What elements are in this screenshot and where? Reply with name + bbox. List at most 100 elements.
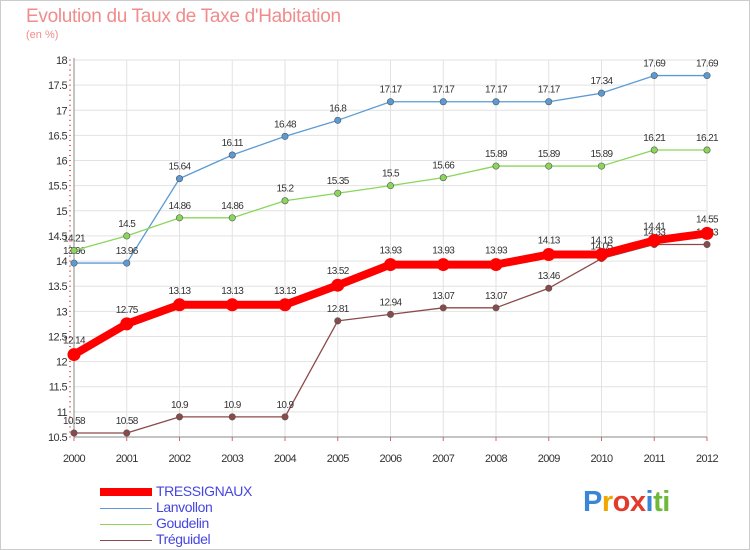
- data-label: 13.93: [379, 246, 402, 257]
- data-point: [595, 248, 608, 262]
- data-label: 17.34: [590, 76, 613, 87]
- line-chart: 10.5 11 11.5 12 12.5 13 13.5 14 14.5 15 15.5 16 16.5…: [48, 55, 720, 465]
- data-label: 10.58: [63, 416, 86, 427]
- data-point: [278, 298, 292, 312]
- data-label: 13.13: [221, 286, 244, 297]
- data-label: 16.8: [329, 103, 347, 114]
- data-point: [228, 413, 236, 421]
- data-point: [650, 72, 658, 80]
- data-point: [597, 89, 605, 97]
- x-tick-label: 2009: [538, 453, 561, 465]
- y-tick-label: 16.5: [48, 130, 67, 142]
- data-label: 13.46: [538, 271, 561, 282]
- data-label: 17.17: [432, 85, 455, 96]
- data-point: [70, 429, 78, 437]
- data-label: 12.75: [116, 305, 139, 316]
- x-tick-label: 2012: [696, 453, 719, 465]
- data-label: 14.13: [538, 236, 561, 247]
- data-label: 13.07: [485, 291, 508, 302]
- legend-label: TRESSIGNAUX: [156, 483, 252, 499]
- data-point: [647, 233, 661, 247]
- data-point: [334, 317, 342, 325]
- y-tick-label: 17: [56, 105, 68, 117]
- legend-label: Lanvollon: [156, 499, 213, 515]
- data-point: [123, 232, 131, 240]
- data-label: 15.89: [590, 149, 613, 160]
- data-label: 14.21: [63, 234, 86, 245]
- data-label: 15.66: [432, 161, 455, 172]
- y-tick-label: 13: [56, 306, 68, 318]
- data-label: 16.11: [222, 138, 244, 149]
- data-point: [492, 304, 500, 312]
- data-label: 13.13: [168, 286, 191, 297]
- x-tick-label: 2004: [274, 453, 297, 465]
- data-label: 17.17: [485, 85, 508, 96]
- data-point: [489, 258, 503, 272]
- data-point: [703, 72, 711, 80]
- data-label: 15.35: [327, 176, 350, 187]
- data-point: [700, 226, 714, 240]
- data-label: 14.5: [118, 219, 136, 230]
- data-point: [545, 98, 553, 106]
- data-label: 14.13: [590, 236, 613, 247]
- data-point: [67, 348, 81, 362]
- data-point: [70, 259, 78, 267]
- data-label: 14.41: [643, 221, 666, 232]
- y-tick-label: 14.5: [48, 231, 67, 243]
- y-tick-label: 13.5: [48, 281, 67, 293]
- data-label: 12.81: [327, 304, 350, 315]
- data-label: 10.9: [224, 400, 242, 411]
- data-point: [439, 304, 447, 312]
- data-label: 14.86: [168, 201, 191, 212]
- y-tick-label: 17.5: [48, 80, 67, 92]
- data-label: 14.86: [221, 201, 244, 212]
- data-point: [176, 175, 184, 183]
- data-point: [492, 98, 500, 106]
- data-point: [650, 146, 658, 154]
- x-tick-label: 2000: [63, 453, 86, 465]
- data-label: 17.69: [643, 59, 666, 70]
- x-tick-label: 2003: [221, 453, 244, 465]
- legend-label: Goudelin: [156, 515, 209, 531]
- data-point: [542, 248, 556, 262]
- data-point: [173, 298, 186, 312]
- data-label: 10.9: [276, 400, 294, 411]
- y-tick-label: 11.5: [49, 382, 68, 394]
- data-label: 16.21: [696, 133, 719, 144]
- chart-unit: (en %): [26, 29, 59, 41]
- data-point: [176, 413, 184, 421]
- data-point: [703, 146, 711, 154]
- data-point: [123, 259, 131, 267]
- data-label: 16.21: [643, 133, 666, 144]
- x-tick-label: 2008: [485, 453, 508, 465]
- data-point: [386, 182, 394, 190]
- data-point: [281, 132, 289, 140]
- x-tick-label: 2002: [168, 453, 191, 465]
- data-point: [439, 98, 447, 106]
- data-point: [703, 240, 711, 248]
- data-label: 10.9: [171, 400, 189, 411]
- data-label: 13.93: [485, 246, 508, 257]
- data-point: [120, 317, 134, 331]
- chart-title: Evolution du Taux de Taxe d'Habitation: [26, 6, 341, 27]
- data-point: [386, 310, 394, 318]
- y-tick-label: 15.5: [48, 181, 67, 193]
- data-label: 14.55: [696, 214, 719, 225]
- data-point: [225, 298, 239, 312]
- proxiti-logo: Proxiti: [583, 486, 670, 518]
- data-point: [281, 413, 289, 421]
- data-label: 13.93: [432, 246, 455, 257]
- y-tick-label: 15: [56, 206, 68, 218]
- data-point: [228, 214, 236, 222]
- data-label: 13.96: [116, 246, 139, 257]
- data-point: [436, 258, 450, 272]
- data-point: [70, 247, 78, 255]
- data-label: 15.89: [538, 149, 561, 160]
- x-tick-label: 2005: [327, 453, 350, 465]
- data-label: 15.89: [485, 149, 508, 160]
- data-label: 14.05: [590, 242, 613, 253]
- x-tick-label: 2010: [590, 453, 613, 465]
- data-label: 12.94: [379, 297, 402, 308]
- y-tick-label: 18: [56, 55, 68, 67]
